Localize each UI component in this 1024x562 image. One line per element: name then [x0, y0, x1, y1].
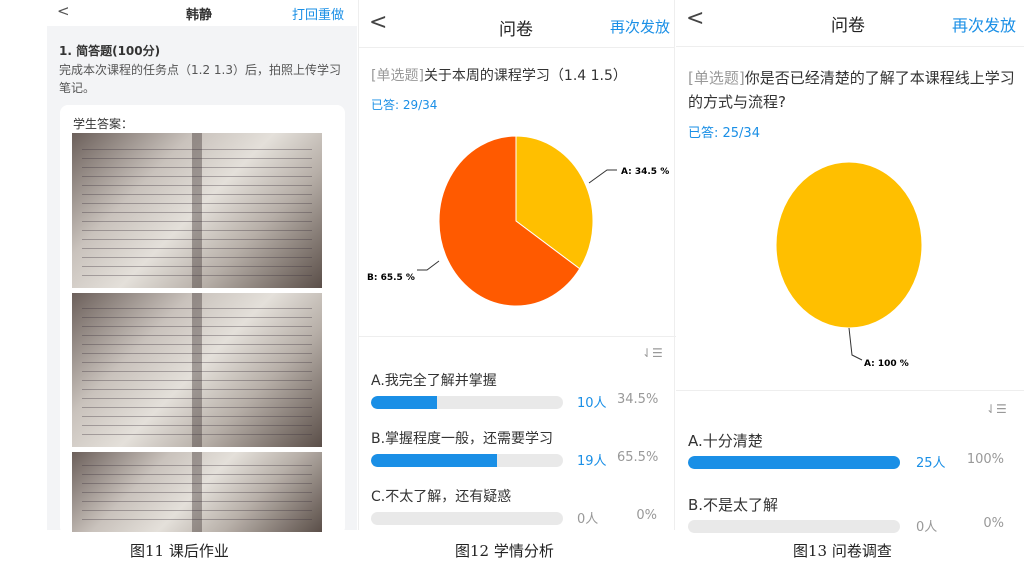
question-type: [单选题]	[688, 69, 745, 87]
option-progress-bar	[688, 456, 900, 469]
slice-label: A: 34.5 %	[621, 167, 669, 177]
pie-chart: A: 100 %	[775, 161, 923, 369]
answer-photo[interactable]	[72, 452, 322, 532]
option-percent: 0%	[636, 508, 657, 523]
divider	[676, 390, 1024, 391]
chevron-left-icon[interactable]: <	[57, 2, 70, 20]
caption: 图11 课后作业	[130, 542, 229, 560]
option-progress-bar	[371, 512, 563, 525]
option-progress-bar	[371, 454, 563, 467]
answered-count: 已答: 25/34	[688, 126, 760, 141]
page-title: 问卷	[831, 16, 865, 36]
pie-slice	[515, 135, 594, 270]
option-label: C.不太了解，还有疑惑	[371, 489, 512, 505]
slice-label: B: 65.5 %	[367, 273, 415, 283]
answer-photo[interactable]	[72, 133, 322, 288]
pie-slice	[438, 135, 581, 307]
sort-list-icon[interactable]: ⇃☰	[642, 346, 663, 360]
option-percent: 34.5%	[617, 392, 659, 407]
question-type: [单选题]	[371, 68, 424, 84]
option-label: A.我完全了解并掌握	[371, 373, 497, 389]
progress-fill	[688, 456, 900, 469]
question-text: 完成本次课程的任务点（1.2 1.3）后，拍照上传学习笔记。	[59, 63, 341, 95]
reject-redo-button[interactable]: 打回重做	[292, 8, 345, 23]
pie-slice	[775, 161, 923, 329]
option-percent: 0%	[983, 516, 1004, 531]
option-percent: 65.5%	[617, 450, 659, 465]
option-count: 0人	[916, 520, 938, 535]
leader-line	[588, 169, 617, 184]
option-count: 19人	[577, 454, 607, 469]
answered-count: 已答: 29/34	[371, 98, 438, 112]
option-label: B.不是太了解	[688, 496, 779, 514]
progress-fill	[371, 396, 438, 409]
option-count: 0人	[577, 512, 599, 527]
divider	[359, 336, 676, 337]
option-count: 25人	[916, 456, 946, 471]
leader-line	[848, 327, 863, 361]
option-percent: 100%	[966, 452, 1004, 467]
option-progress-bar	[371, 396, 563, 409]
header: < 韩静 打回重做	[47, 0, 357, 26]
option-progress-bar	[688, 520, 900, 533]
survey-panel: < 问卷 再次发放 [单选题]你是否已经清楚的了解了本课程线上学习的方式与流程?…	[676, 0, 1024, 535]
option-count: 10人	[577, 396, 607, 411]
leader-line	[417, 260, 440, 271]
option-label: A.十分清楚	[688, 432, 763, 450]
chevron-left-icon[interactable]: <	[369, 10, 388, 35]
header: < 问卷 再次发放	[359, 0, 674, 48]
resend-button[interactable]: 再次发放	[952, 16, 1017, 35]
sort-list-icon[interactable]: ⇃☰	[986, 402, 1007, 416]
caption: 图13 问卷调查	[793, 542, 892, 560]
chevron-left-icon[interactable]: <	[686, 6, 705, 31]
question-title: 1. 简答题(100分)	[59, 44, 161, 58]
question-text: 关于本周的课程学习（1.4 1.5）	[423, 68, 627, 84]
option-label: B.掌握程度一般，还需要学习	[371, 431, 554, 447]
page-title: 问卷	[499, 20, 533, 40]
slice-label: A: 100 %	[864, 359, 909, 369]
resend-button[interactable]: 再次发放	[610, 18, 671, 36]
page-title: 韩静	[186, 8, 213, 23]
homework-panel: < 韩静 打回重做 1. 简答题(100分) 完成本次课程的任务点（1.2 1.…	[47, 0, 357, 535]
caption: 图12 学情分析	[455, 542, 554, 560]
question-text: 你是否已经清楚的了解了本课程线上学习的方式与流程?	[688, 69, 1015, 111]
pie-chart: A: 34.5 % B: 65.5 %	[367, 135, 669, 307]
progress-fill	[371, 454, 497, 467]
answer-label: 学生答案：	[73, 117, 134, 131]
divider	[676, 46, 1024, 47]
survey-analysis-panel: < 问卷 再次发放 [单选题]关于本周的课程学习（1.4 1.5） 已答: 29…	[358, 0, 676, 530]
answer-card: 学生答案：	[60, 105, 345, 535]
answer-photo[interactable]	[72, 293, 322, 447]
